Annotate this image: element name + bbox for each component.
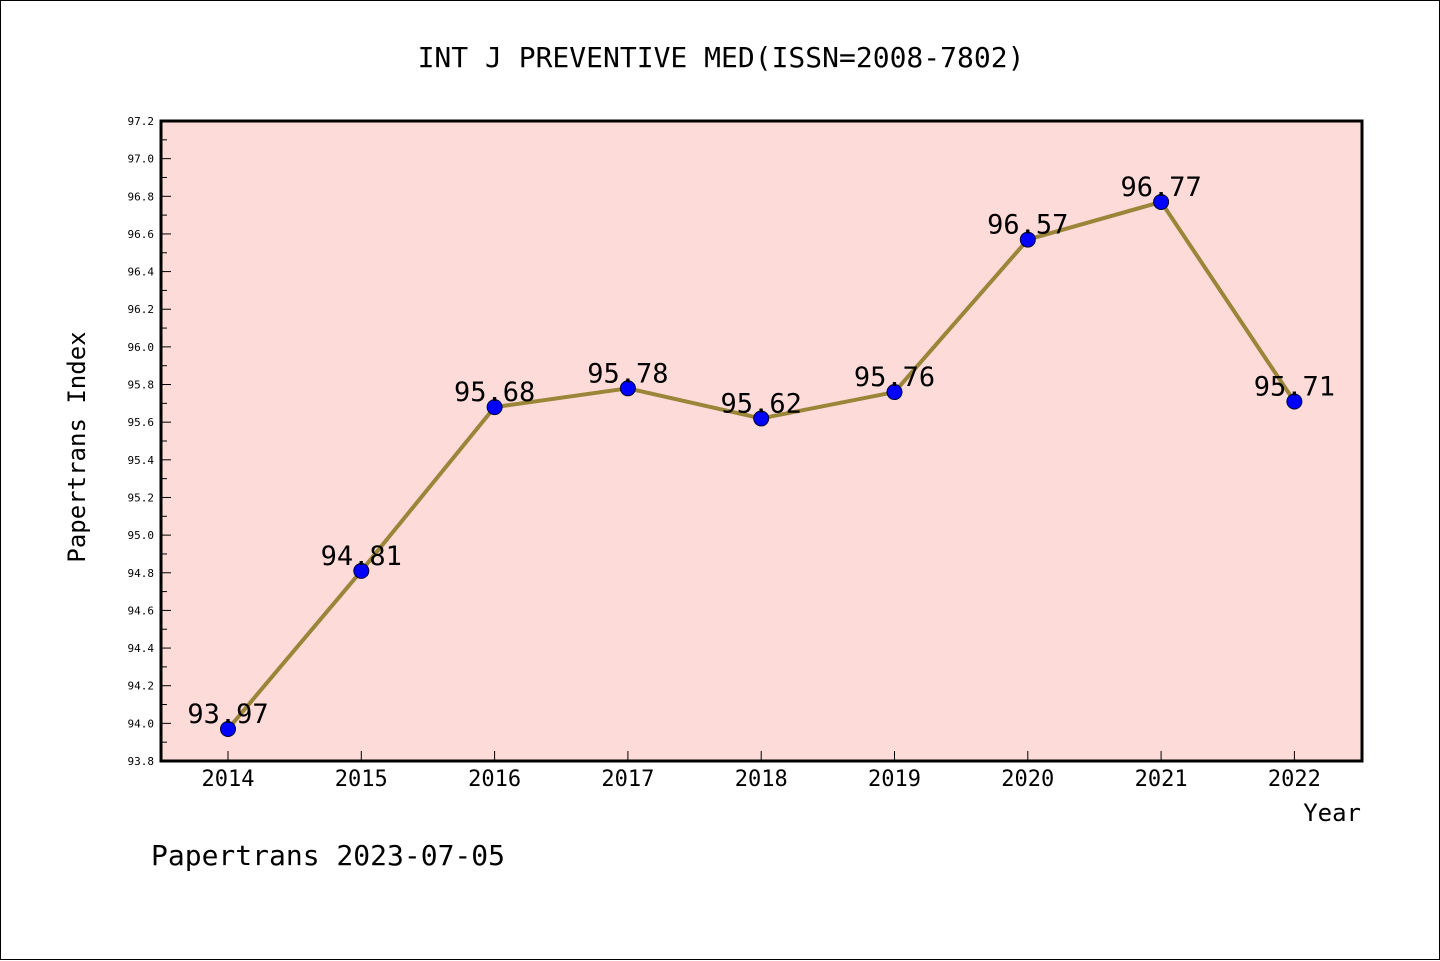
y-tick-label: 95.4 (128, 454, 155, 467)
x-tick-label: 2020 (1001, 767, 1054, 792)
data-label: 94.81 (321, 541, 402, 572)
plot-border (159, 119, 1364, 763)
footer-text: Papertrans 2023-07-05 (151, 839, 505, 872)
x-tick-label: 2019 (868, 767, 921, 792)
y-axis-title: Papertrans Index (63, 331, 91, 562)
data-point (1153, 193, 1170, 210)
y-tick-label: 95.6 (128, 416, 155, 429)
plot-area (161, 121, 1362, 761)
y-tick-label: 94.8 (128, 567, 155, 580)
chart-title: INT J PREVENTIVE MED(ISSN=2008-7802) (418, 41, 1025, 74)
x-tick-label: 2018 (735, 767, 788, 792)
y-tick-label: 95.2 (128, 491, 155, 504)
data-markers (220, 193, 1303, 737)
data-point (1019, 231, 1036, 248)
data-label: 95.68 (454, 377, 535, 408)
x-axis-title: Year (1303, 799, 1361, 827)
data-label: 95.76 (854, 362, 935, 393)
data-point (753, 410, 770, 427)
data-point (1286, 393, 1303, 410)
data-point (353, 562, 370, 579)
data-point (220, 721, 236, 737)
y-tick-label: 93.8 (128, 755, 155, 768)
data-label: 93.97 (187, 699, 268, 730)
x-tick-label: 2014 (202, 767, 255, 792)
y-tick-label: 94.6 (128, 604, 155, 617)
data-point (886, 384, 903, 401)
y-tick-label: 96.8 (128, 190, 155, 203)
x-tick-label: 2017 (601, 767, 654, 792)
y-tick-label: 97.2 (128, 115, 155, 128)
y-tick-label: 94.4 (128, 642, 155, 655)
data-labels: 93.97 94.81 95.68 95.78 95.62 95.76 96.57 96.77… (187, 172, 1335, 730)
data-label: 95.78 (587, 358, 668, 389)
x-axis-ticks: 2014 2015 2016 2017 2018 2019 2020 2021 2022 (202, 751, 1321, 792)
y-tick-label: 96.6 (128, 228, 155, 241)
y-axis-ticks: 93.8 94.0 94.2 94.4 94.6 94.8 95.0 95.2 95.4 95.6… (128, 115, 171, 768)
y-tick-label: 96.4 (128, 266, 155, 279)
y-tick-label: 94.2 (128, 680, 155, 693)
data-point (486, 399, 503, 416)
data-label: 96.57 (987, 210, 1068, 241)
y-tick-label: 94.0 (128, 717, 155, 730)
x-tick-label: 2022 (1268, 767, 1321, 792)
data-point (619, 380, 636, 397)
y-tick-label: 96.0 (128, 341, 155, 354)
y-tick-label: 95.8 (128, 379, 155, 392)
data-label: 95.71 (1254, 371, 1335, 402)
x-tick-label: 2016 (468, 767, 521, 792)
data-label: 95.62 (721, 388, 802, 419)
y-tick-label: 96.2 (128, 303, 155, 316)
y-tick-label: 95.0 (128, 529, 155, 542)
y-tick-label: 97.0 (128, 153, 155, 166)
data-label: 96.77 (1120, 172, 1201, 203)
x-tick-label: 2021 (1135, 767, 1188, 792)
x-tick-label: 2015 (335, 767, 388, 792)
